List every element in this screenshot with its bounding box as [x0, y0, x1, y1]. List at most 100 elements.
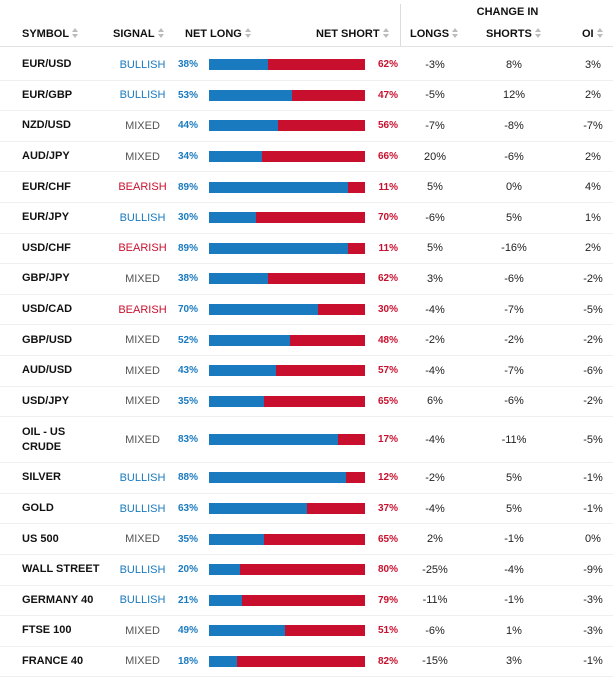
table-row[interactable]: NZD/USD MIXED 44% 56% -7% -8% -7%	[0, 111, 613, 142]
column-header-longs[interactable]: LONGS	[410, 22, 459, 46]
table-row[interactable]: EUR/GBP BULLISH 53% 47% -5% 12% 2%	[0, 81, 613, 112]
symbol-link[interactable]: NZD/USD	[22, 119, 71, 132]
net-long-percent: 38%	[178, 59, 199, 71]
net-short-bar	[268, 273, 365, 285]
net-long-percent: 70%	[178, 304, 199, 316]
net-short-bar	[347, 181, 365, 193]
symbol-link[interactable]: AUD/JPY	[22, 150, 70, 163]
net-short-bar	[240, 564, 365, 576]
table-row[interactable]: SILVER BULLISH 88% 12% -2% 5% -1%	[0, 463, 613, 494]
symbol-link[interactable]: EUR/GBP	[22, 88, 73, 101]
column-header-net-short[interactable]: NET SHORT	[316, 22, 389, 46]
signal-label: BULLISH	[119, 471, 166, 484]
change-oi: 2%	[585, 150, 601, 163]
column-header-shorts[interactable]: SHORTS	[486, 22, 541, 46]
column-header-signal[interactable]: SIGNAL	[113, 22, 164, 46]
sentiment-bar	[209, 242, 365, 254]
net-short-percent: 17%	[377, 434, 398, 446]
net-long-percent: 35%	[178, 395, 199, 407]
symbol-link[interactable]: FTSE 100	[22, 624, 72, 637]
net-long-bar	[209, 503, 308, 515]
sentiment-bar	[209, 151, 365, 163]
symbol-link[interactable]: USD/JPY	[22, 394, 70, 407]
column-header-oi[interactable]: OI	[582, 22, 603, 46]
column-header-longs-label: LONGS	[410, 28, 450, 40]
change-longs: -15%	[422, 655, 448, 668]
net-long-bar	[209, 120, 278, 132]
table-row[interactable]: USD/CHF BEARISH 89% 11% 5% -16% 2%	[0, 234, 613, 265]
signal-label: BULLISH	[119, 211, 166, 224]
table-row[interactable]: FTSE 100 MIXED 49% 51% -6% 1% -3%	[0, 616, 613, 647]
net-short-percent: 11%	[378, 242, 398, 254]
change-longs: -25%	[422, 563, 448, 576]
net-short-percent: 70%	[377, 212, 398, 224]
table-row[interactable]: AUD/USD MIXED 43% 57% -4% -7% -6%	[0, 356, 613, 387]
change-shorts: 12%	[502, 89, 526, 102]
net-short-bar	[237, 655, 365, 667]
signal-label: MIXED	[125, 395, 160, 408]
signal-label: MIXED	[125, 364, 160, 377]
symbol-link[interactable]: US 500	[22, 532, 59, 545]
column-header-net-long-label: NET LONG	[185, 28, 242, 40]
change-oi: 4%	[585, 181, 601, 194]
net-short-percent: 51%	[377, 625, 398, 637]
column-header-symbol[interactable]: SYMBOL	[22, 22, 79, 46]
net-long-percent: 89%	[178, 242, 199, 254]
symbol-link[interactable]: EUR/JPY	[22, 211, 70, 224]
symbol-link[interactable]: FRANCE 40	[22, 654, 84, 667]
table-row[interactable]: GOLD BULLISH 63% 37% -4% 5% -1%	[0, 494, 613, 525]
table-row[interactable]: GBP/USD MIXED 52% 48% -2% -2% -2%	[0, 325, 613, 356]
net-short-bar	[291, 89, 365, 101]
net-short-percent: 12%	[377, 472, 398, 484]
change-longs: -6%	[425, 211, 445, 224]
symbol-link[interactable]: WALL STREET	[22, 563, 100, 576]
change-longs: 6%	[427, 395, 443, 408]
table-row[interactable]: WALL STREET BULLISH 20% 80% -25% -4% -9%	[0, 555, 613, 586]
change-shorts: 5%	[506, 471, 522, 484]
net-long-percent: 53%	[178, 89, 199, 101]
column-header-signal-label: SIGNAL	[113, 28, 155, 40]
table-row[interactable]: FRANCE 40 MIXED 18% 82% -15% 3% -1%	[0, 647, 613, 678]
sentiment-bar	[209, 503, 365, 515]
sentiment-bar	[209, 434, 365, 446]
table-row[interactable]: GBP/JPY MIXED 38% 62% 3% -6% -2%	[0, 264, 613, 295]
sentiment-bar	[209, 59, 365, 71]
net-long-percent: 89%	[178, 181, 199, 193]
net-long-bar	[209, 395, 264, 407]
change-oi: -1%	[583, 471, 603, 484]
table-row[interactable]: USD/CAD BEARISH 70% 30% -4% -7% -5%	[0, 295, 613, 326]
table-row[interactable]: GERMANY 40 BULLISH 21% 79% -11% -1% -3%	[0, 586, 613, 617]
net-long-bar	[209, 242, 348, 254]
sort-icon	[596, 28, 603, 39]
symbol-link[interactable]: GERMANY 40	[22, 593, 94, 606]
symbol-link[interactable]: USD/CHF	[22, 241, 71, 254]
net-long-bar	[209, 89, 292, 101]
table-row[interactable]: EUR/JPY BULLISH 30% 70% -6% 5% 1%	[0, 203, 613, 234]
symbol-link[interactable]: GBP/USD	[22, 333, 73, 346]
table-row[interactable]: AUD/JPY MIXED 34% 66% 20% -6% 2%	[0, 142, 613, 173]
net-long-percent: 38%	[178, 273, 199, 285]
change-longs: -4%	[425, 502, 445, 515]
symbol-link[interactable]: EUR/CHF	[22, 180, 71, 193]
symbol-link[interactable]: OIL - US CRUDE	[22, 425, 66, 453]
change-shorts: -6%	[504, 272, 524, 285]
symbol-link[interactable]: AUD/USD	[22, 364, 73, 377]
symbol-link[interactable]: GBP/JPY	[22, 272, 70, 285]
symbol-link[interactable]: GOLD	[22, 502, 54, 515]
table-row[interactable]: EUR/USD BULLISH 38% 62% -3% 8% 3%	[0, 50, 613, 81]
sentiment-bar	[209, 564, 365, 576]
symbol-link[interactable]: SILVER	[22, 471, 61, 484]
symbol-link[interactable]: EUR/USD	[22, 58, 72, 71]
signal-label: BEARISH	[118, 303, 167, 316]
table-row[interactable]: USD/JPY MIXED 35% 65% 6% -6% -2%	[0, 387, 613, 418]
table-row[interactable]: US 500 MIXED 35% 65% 2% -1% 0%	[0, 524, 613, 555]
change-oi: -7%	[583, 119, 603, 132]
net-long-bar	[209, 625, 286, 637]
net-short-percent: 56%	[377, 120, 398, 132]
sentiment-bar	[209, 273, 365, 285]
column-header-net-long[interactable]: NET LONG	[185, 22, 251, 46]
net-short-percent: 79%	[377, 594, 398, 606]
table-row[interactable]: OIL - US CRUDE MIXED 83% 17% -4% -11% -5%	[0, 417, 613, 464]
symbol-link[interactable]: USD/CAD	[22, 303, 73, 316]
table-row[interactable]: EUR/CHF BEARISH 89% 11% 5% 0% 4%	[0, 172, 613, 203]
